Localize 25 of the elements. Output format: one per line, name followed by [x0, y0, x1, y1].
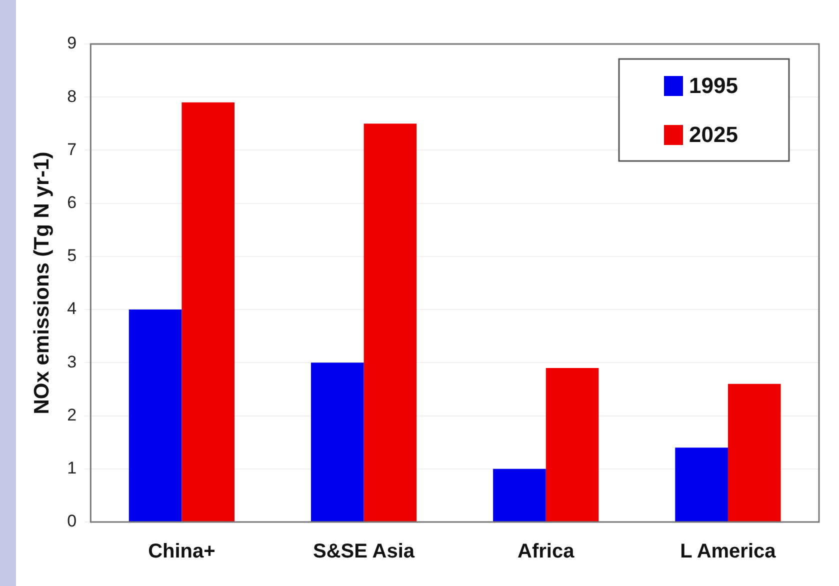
legend-label: 2025 — [689, 122, 738, 148]
x-tick-label: S&SE Asia — [313, 540, 416, 563]
y-axis-title: NOx emissions (Tg N yr-1) — [30, 152, 54, 414]
x-tick-label: Africa — [518, 540, 576, 563]
bar — [493, 468, 546, 522]
bar — [364, 124, 417, 522]
bar — [310, 362, 364, 522]
y-tick-label: 6 — [67, 193, 77, 212]
bar — [546, 368, 599, 522]
y-tick-label: 9 — [67, 34, 77, 53]
x-tick-label: L America — [680, 540, 777, 563]
legend-label: 1995 — [689, 73, 738, 98]
y-tick-label: 2 — [67, 405, 77, 424]
bar — [728, 384, 781, 522]
y-tick-label: 0 — [67, 512, 77, 531]
bar — [128, 310, 182, 522]
y-tick-label: 7 — [67, 140, 77, 159]
bar — [675, 448, 728, 522]
bar — [182, 102, 235, 522]
y-tick-label: 8 — [67, 86, 77, 106]
y-tick-label: 4 — [67, 299, 77, 318]
x-tick-label: China+ — [148, 540, 216, 563]
y-tick-label: 5 — [67, 246, 77, 266]
y-tick-label: 1 — [67, 458, 77, 478]
y-tick-label: 3 — [67, 352, 77, 372]
